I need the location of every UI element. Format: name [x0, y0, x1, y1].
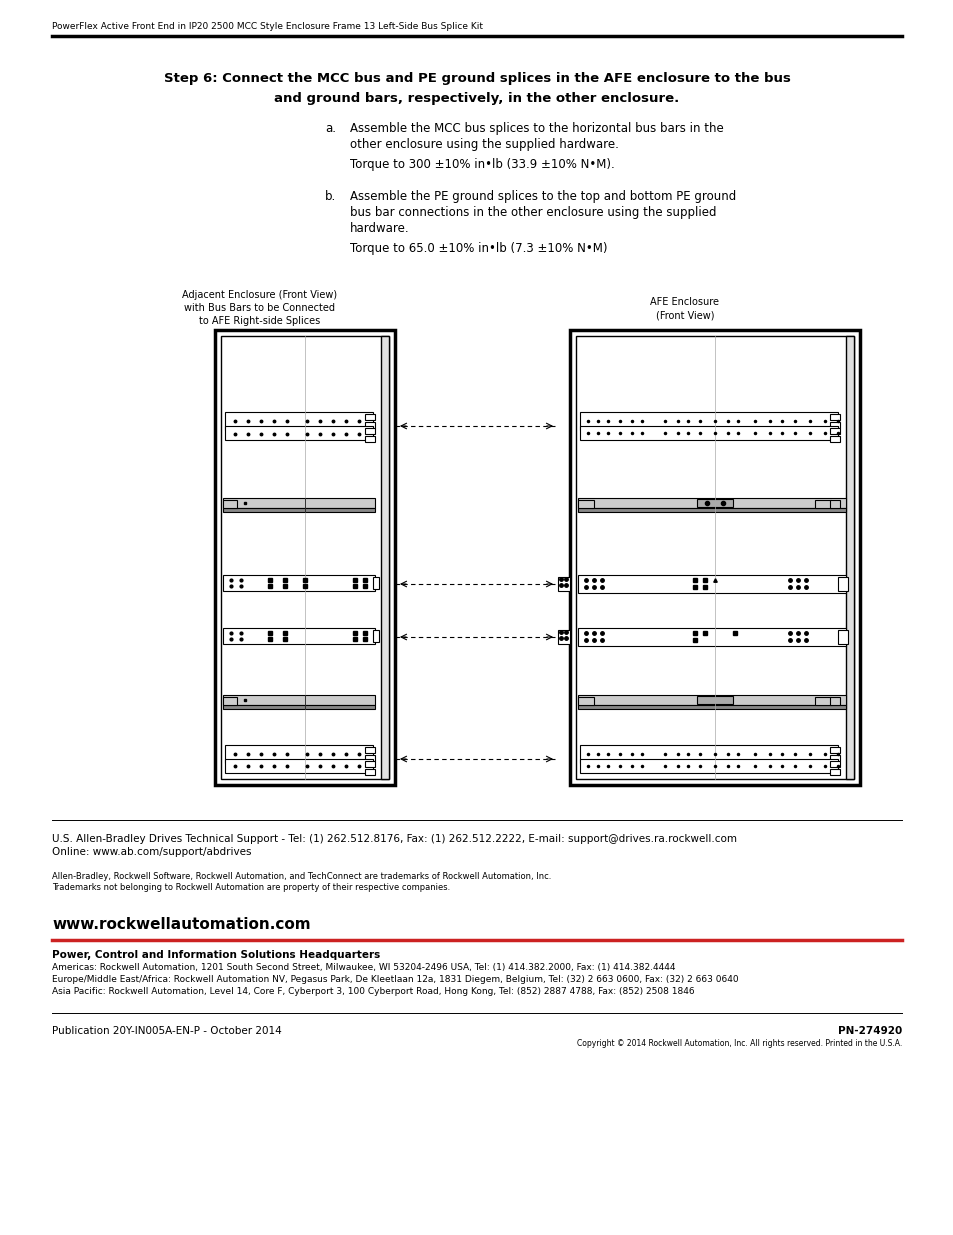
Bar: [578, 500, 594, 508]
Bar: [380, 336, 389, 779]
Bar: [225, 412, 373, 430]
Bar: [829, 747, 840, 753]
Text: PowerFlex Active Front End in IP20 2500 MCC Style Enclosure Frame 13 Left-Side B: PowerFlex Active Front End in IP20 2500 …: [52, 22, 482, 31]
Bar: [579, 412, 837, 430]
Text: hardware.: hardware.: [350, 222, 409, 235]
Bar: [365, 769, 375, 776]
Bar: [223, 705, 375, 709]
Text: with Bus Bars to be Connected: with Bus Bars to be Connected: [184, 303, 335, 312]
Bar: [214, 330, 395, 785]
Bar: [697, 697, 732, 704]
Text: www.rockwellautomation.com: www.rockwellautomation.com: [52, 918, 311, 932]
Bar: [223, 697, 236, 705]
Bar: [829, 500, 840, 508]
Bar: [558, 630, 569, 643]
Bar: [829, 414, 840, 420]
Bar: [365, 429, 375, 433]
Text: Publication 20Y-IN005A-EN-P - October 2014: Publication 20Y-IN005A-EN-P - October 20…: [52, 1026, 281, 1036]
Bar: [365, 436, 375, 442]
Bar: [578, 498, 845, 508]
Bar: [829, 697, 840, 705]
Text: Assemble the PE ground splices to the top and bottom PE ground: Assemble the PE ground splices to the to…: [350, 190, 736, 203]
Text: Allen-Bradley, Rockwell Software, Rockwell Automation, and TechConnect are trade: Allen-Bradley, Rockwell Software, Rockwe…: [52, 872, 551, 881]
Text: Asia Pacific: Rockwell Automation, Level 14, Core F, Cyberport 3, 100 Cyberport : Asia Pacific: Rockwell Automation, Level…: [52, 987, 694, 995]
Bar: [578, 576, 845, 593]
Bar: [578, 695, 845, 705]
Text: Step 6: Connect the MCC bus and PE ground splices in the AFE enclosure to the bu: Step 6: Connect the MCC bus and PE groun…: [163, 72, 790, 85]
Bar: [578, 629, 845, 646]
Bar: [579, 760, 837, 773]
Text: Americas: Rockwell Automation, 1201 South Second Street, Milwaukee, WI 53204-249: Americas: Rockwell Automation, 1201 Sout…: [52, 963, 675, 972]
Bar: [814, 697, 830, 705]
Bar: [845, 336, 853, 779]
Bar: [223, 629, 375, 643]
Bar: [225, 426, 373, 440]
Text: Adjacent Enclosure (Front View): Adjacent Enclosure (Front View): [182, 290, 337, 300]
Bar: [569, 330, 859, 785]
Bar: [225, 745, 373, 763]
Bar: [223, 576, 375, 592]
Bar: [365, 747, 375, 753]
Text: Torque to 300 ±10% in•lb (33.9 ±10% N•M).: Torque to 300 ±10% in•lb (33.9 ±10% N•M)…: [350, 158, 614, 170]
Text: and ground bars, respectively, in the other enclosure.: and ground bars, respectively, in the ot…: [274, 91, 679, 105]
Bar: [579, 426, 837, 440]
Bar: [829, 769, 840, 776]
Bar: [829, 755, 840, 761]
Bar: [365, 414, 375, 420]
Bar: [829, 761, 840, 767]
Text: Europe/Middle East/Africa: Rockwell Automation NV, Pegasus Park, De Kleetlaan 12: Europe/Middle East/Africa: Rockwell Auto…: [52, 974, 738, 984]
Bar: [829, 429, 840, 433]
Bar: [365, 755, 375, 761]
Bar: [837, 630, 847, 643]
Text: Power, Control and Information Solutions Headquarters: Power, Control and Information Solutions…: [52, 950, 380, 960]
Bar: [558, 577, 569, 592]
Bar: [223, 498, 375, 508]
Bar: [576, 336, 853, 779]
Text: Trademarks not belonging to Rockwell Automation are property of their respective: Trademarks not belonging to Rockwell Aut…: [52, 883, 450, 892]
Text: PN-274920: PN-274920: [837, 1026, 901, 1036]
Bar: [829, 422, 840, 429]
Bar: [373, 577, 378, 589]
Text: Torque to 65.0 ±10% in•lb (7.3 ±10% N•M): Torque to 65.0 ±10% in•lb (7.3 ±10% N•M): [350, 242, 607, 254]
Bar: [697, 499, 732, 508]
Bar: [365, 422, 375, 429]
Text: other enclosure using the supplied hardware.: other enclosure using the supplied hardw…: [350, 138, 618, 151]
Bar: [373, 630, 378, 642]
Bar: [365, 761, 375, 767]
Text: bus bar connections in the other enclosure using the supplied: bus bar connections in the other enclosu…: [350, 206, 716, 219]
Bar: [578, 697, 594, 705]
Bar: [578, 508, 845, 513]
Text: a.: a.: [325, 122, 335, 135]
Bar: [223, 500, 236, 508]
Text: Online: www.ab.com/support/abdrives: Online: www.ab.com/support/abdrives: [52, 847, 252, 857]
Text: b.: b.: [325, 190, 335, 203]
Bar: [829, 436, 840, 442]
Bar: [578, 705, 845, 709]
Text: to AFE Right-side Splices: to AFE Right-side Splices: [199, 316, 320, 326]
Text: (Front View): (Front View): [655, 310, 714, 320]
Bar: [579, 745, 837, 763]
Bar: [225, 760, 373, 773]
Bar: [837, 577, 847, 592]
Bar: [814, 500, 830, 508]
Text: Copyright © 2014 Rockwell Automation, Inc. All rights reserved. Printed in the U: Copyright © 2014 Rockwell Automation, In…: [577, 1039, 901, 1049]
Bar: [223, 695, 375, 705]
Bar: [221, 336, 389, 779]
Text: U.S. Allen-Bradley Drives Technical Support - Tel: (1) 262.512.8176, Fax: (1) 26: U.S. Allen-Bradley Drives Technical Supp…: [52, 834, 737, 844]
Text: AFE Enclosure: AFE Enclosure: [650, 296, 719, 308]
Bar: [223, 508, 375, 513]
Text: Assemble the MCC bus splices to the horizontal bus bars in the: Assemble the MCC bus splices to the hori…: [350, 122, 723, 135]
